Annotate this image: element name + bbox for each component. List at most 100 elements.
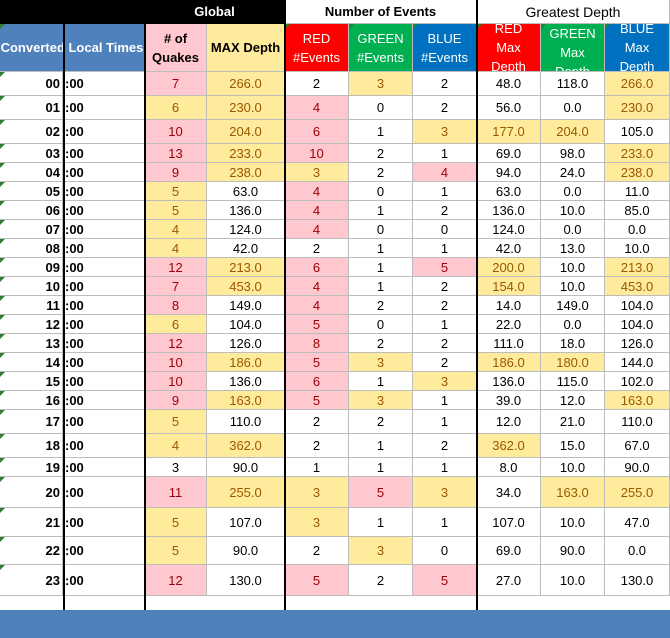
red-max-depth-cell: 34.0 bbox=[477, 477, 541, 508]
green-max-depth-cell: 24.0 bbox=[541, 163, 605, 182]
green-max-depth-cell: 180.0 bbox=[541, 353, 605, 372]
column-header-green-max-depth: GREEN Max Depth bbox=[541, 24, 605, 72]
blue-max-depth-cell: 0.0 bbox=[605, 220, 670, 239]
blue-max-depth-cell: 213.0 bbox=[605, 258, 670, 277]
red-max-depth-cell: 154.0 bbox=[477, 277, 541, 296]
header-blank-cell bbox=[0, 0, 145, 24]
red-events-cell: 10 bbox=[285, 144, 349, 163]
quakes-cell: 10 bbox=[145, 372, 207, 391]
green-max-depth-cell: 13.0 bbox=[541, 239, 605, 258]
red-events-cell: 3 bbox=[285, 508, 349, 537]
column-header-time: Converted Local Times bbox=[0, 24, 145, 72]
green-max-depth-cell: 149.0 bbox=[541, 296, 605, 315]
max-depth-cell: 110.0 bbox=[207, 410, 285, 434]
max-depth-cell: 90.0 bbox=[207, 537, 285, 565]
green-max-depth-cell: 15.0 bbox=[541, 434, 605, 458]
red-events-cell: 5 bbox=[285, 565, 349, 596]
hour-cell: 03 bbox=[0, 144, 63, 163]
red-max-depth-cell: 56.0 bbox=[477, 96, 541, 120]
blue-max-depth-cell: 266.0 bbox=[605, 72, 670, 96]
minute-cell: :00 bbox=[63, 458, 145, 477]
blue-events-cell: 1 bbox=[413, 410, 477, 434]
spreadsheet-table: Global Number of Events Greatest Depth C… bbox=[0, 0, 670, 610]
minute-cell: :00 bbox=[63, 120, 145, 144]
red-max-depth-cell: 22.0 bbox=[477, 315, 541, 334]
green-events-cell: 2 bbox=[349, 296, 413, 315]
quakes-cell: 7 bbox=[145, 277, 207, 296]
blue-max-depth-cell: 144.0 bbox=[605, 353, 670, 372]
max-depth-cell: 130.0 bbox=[207, 565, 285, 596]
green-events-cell: 0 bbox=[349, 182, 413, 201]
minute-cell: :00 bbox=[63, 508, 145, 537]
hour-cell: 19 bbox=[0, 458, 63, 477]
hour-cell: 14 bbox=[0, 353, 63, 372]
green-max-depth-cell: 0.0 bbox=[541, 315, 605, 334]
red-events-cell: 4 bbox=[285, 220, 349, 239]
quakes-cell: 9 bbox=[145, 391, 207, 410]
blue-events-cell: 3 bbox=[413, 372, 477, 391]
minute-cell: :00 bbox=[63, 477, 145, 508]
hour-cell: 13 bbox=[0, 334, 63, 353]
red-events-cell: 4 bbox=[285, 277, 349, 296]
green-events-cell: 3 bbox=[349, 72, 413, 96]
minute-cell: :00 bbox=[63, 334, 145, 353]
green-max-depth-cell: 0.0 bbox=[541, 182, 605, 201]
red-events-cell: 5 bbox=[285, 353, 349, 372]
red-events-cell: 2 bbox=[285, 239, 349, 258]
blue-events-cell: 2 bbox=[413, 96, 477, 120]
green-max-depth-cell: 10.0 bbox=[541, 258, 605, 277]
red-events-cell: 2 bbox=[285, 72, 349, 96]
red-max-depth-cell: 14.0 bbox=[477, 296, 541, 315]
red-events-cell: 4 bbox=[285, 182, 349, 201]
red-max-depth-cell: 124.0 bbox=[477, 220, 541, 239]
blue-max-depth-cell: 453.0 bbox=[605, 277, 670, 296]
group-header-depth: Greatest Depth bbox=[477, 0, 670, 24]
blue-events-cell: 2 bbox=[413, 72, 477, 96]
red-max-depth-cell: 69.0 bbox=[477, 537, 541, 565]
max-depth-cell: 453.0 bbox=[207, 277, 285, 296]
max-depth-cell: 266.0 bbox=[207, 72, 285, 96]
red-events-cell: 6 bbox=[285, 372, 349, 391]
green-max-depth-cell: 18.0 bbox=[541, 334, 605, 353]
green-events-cell: 1 bbox=[349, 434, 413, 458]
red-max-depth-cell: 48.0 bbox=[477, 72, 541, 96]
green-events-cell: 2 bbox=[349, 565, 413, 596]
blue-events-cell: 5 bbox=[413, 565, 477, 596]
quakes-cell: 12 bbox=[145, 258, 207, 277]
column-header-blue-max-depth: BLUE Max Depth bbox=[605, 24, 670, 72]
group-header-events: Number of Events bbox=[285, 0, 477, 24]
red-events-cell: 2 bbox=[285, 537, 349, 565]
green-max-depth-cell: 21.0 bbox=[541, 410, 605, 434]
blue-max-depth-cell: 90.0 bbox=[605, 458, 670, 477]
minute-cell: :00 bbox=[63, 277, 145, 296]
max-depth-cell: 163.0 bbox=[207, 391, 285, 410]
blue-max-depth-cell: 105.0 bbox=[605, 120, 670, 144]
hour-cell: 04 bbox=[0, 163, 63, 182]
red-max-depth-cell: 362.0 bbox=[477, 434, 541, 458]
hour-cell: 06 bbox=[0, 201, 63, 220]
quakes-cell: 4 bbox=[145, 220, 207, 239]
green-max-depth-cell: 12.0 bbox=[541, 391, 605, 410]
green-events-cell: 1 bbox=[349, 277, 413, 296]
red-events-cell: 1 bbox=[285, 458, 349, 477]
blue-max-depth-cell: 163.0 bbox=[605, 391, 670, 410]
quakes-cell: 5 bbox=[145, 182, 207, 201]
blue-events-cell: 2 bbox=[413, 277, 477, 296]
max-depth-cell: 238.0 bbox=[207, 163, 285, 182]
red-events-cell: 4 bbox=[285, 201, 349, 220]
quakes-cell: 5 bbox=[145, 410, 207, 434]
column-divider bbox=[284, 0, 286, 610]
green-events-cell: 0 bbox=[349, 220, 413, 239]
blue-max-depth-cell: 47.0 bbox=[605, 508, 670, 537]
footer-bar bbox=[0, 610, 670, 638]
red-max-depth-cell: 63.0 bbox=[477, 182, 541, 201]
green-events-cell: 1 bbox=[349, 372, 413, 391]
minute-cell: :00 bbox=[63, 163, 145, 182]
column-divider bbox=[144, 0, 146, 610]
green-events-cell: 1 bbox=[349, 120, 413, 144]
hour-cell: 08 bbox=[0, 239, 63, 258]
blue-events-cell: 1 bbox=[413, 458, 477, 477]
red-events-cell: 2 bbox=[285, 434, 349, 458]
green-events-cell: 1 bbox=[349, 239, 413, 258]
hour-cell: 20 bbox=[0, 477, 63, 508]
